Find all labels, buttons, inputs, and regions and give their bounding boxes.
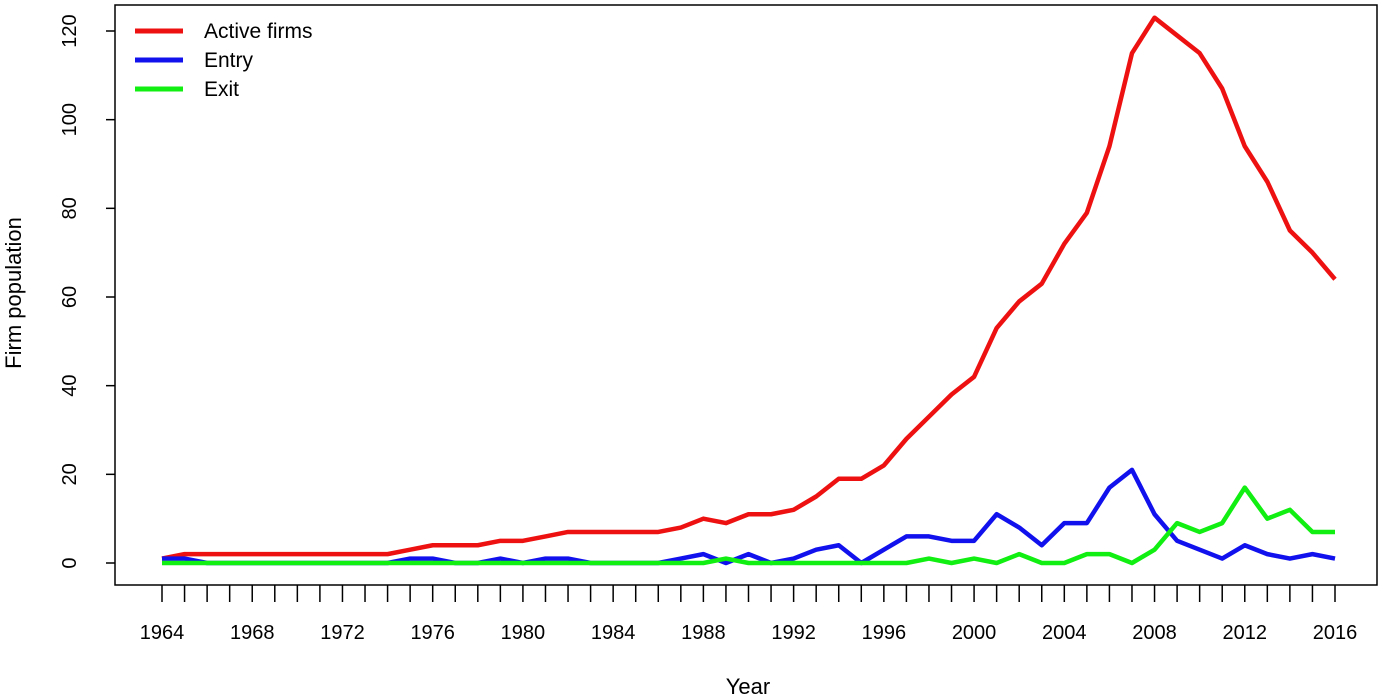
- x-tick-label: 2004: [1042, 622, 1087, 644]
- x-tick-label: 1980: [501, 622, 546, 644]
- y-tick-label: 60: [59, 286, 81, 308]
- y-tick-label: 80: [59, 197, 81, 219]
- series-lines: [161, 15, 1337, 566]
- x-tick-label: 1992: [771, 622, 816, 644]
- x-tick-label: 1988: [681, 622, 726, 644]
- legend: Active firms Entry Exit: [135, 20, 313, 101]
- y-tick-label: 100: [59, 103, 81, 136]
- x-tick-label: 1968: [230, 622, 275, 644]
- plot-frame: [114, 4, 1378, 586]
- legend-label-active-firms: Active firms: [204, 20, 313, 43]
- x-axis-label: Year: [726, 674, 770, 697]
- x-tick-label: 2012: [1223, 622, 1268, 644]
- x-tick-label: 1996: [862, 622, 907, 644]
- x-tick-label: 2016: [1313, 622, 1358, 644]
- y-tick-label: 120: [59, 14, 81, 47]
- x-tick-label: 1972: [320, 622, 365, 644]
- y-tick-label: 0: [59, 557, 81, 568]
- series-line-exit: [162, 485, 1335, 566]
- x-tick-label: 1984: [591, 622, 636, 644]
- x-tick-label: 2008: [1132, 622, 1177, 644]
- x-tick-label: 2000: [952, 622, 997, 644]
- legend-label-exit: Exit: [204, 78, 239, 101]
- x-tick-label: 1964: [140, 622, 185, 644]
- series-line-active-firms: [161, 15, 1337, 561]
- y-axis: 0 20 40 60 80 100 120: [59, 14, 115, 569]
- x-axis: 1964 1968 1972 1976 1980 1984 1988 1992 1996 2000…: [140, 585, 1358, 644]
- y-axis-label: Firm population: [1, 217, 26, 369]
- x-tick-label: 1976: [410, 622, 455, 644]
- y-tick-label: 20: [59, 463, 81, 485]
- legend-label-entry: Entry: [204, 49, 254, 72]
- y-tick-label: 40: [59, 375, 81, 397]
